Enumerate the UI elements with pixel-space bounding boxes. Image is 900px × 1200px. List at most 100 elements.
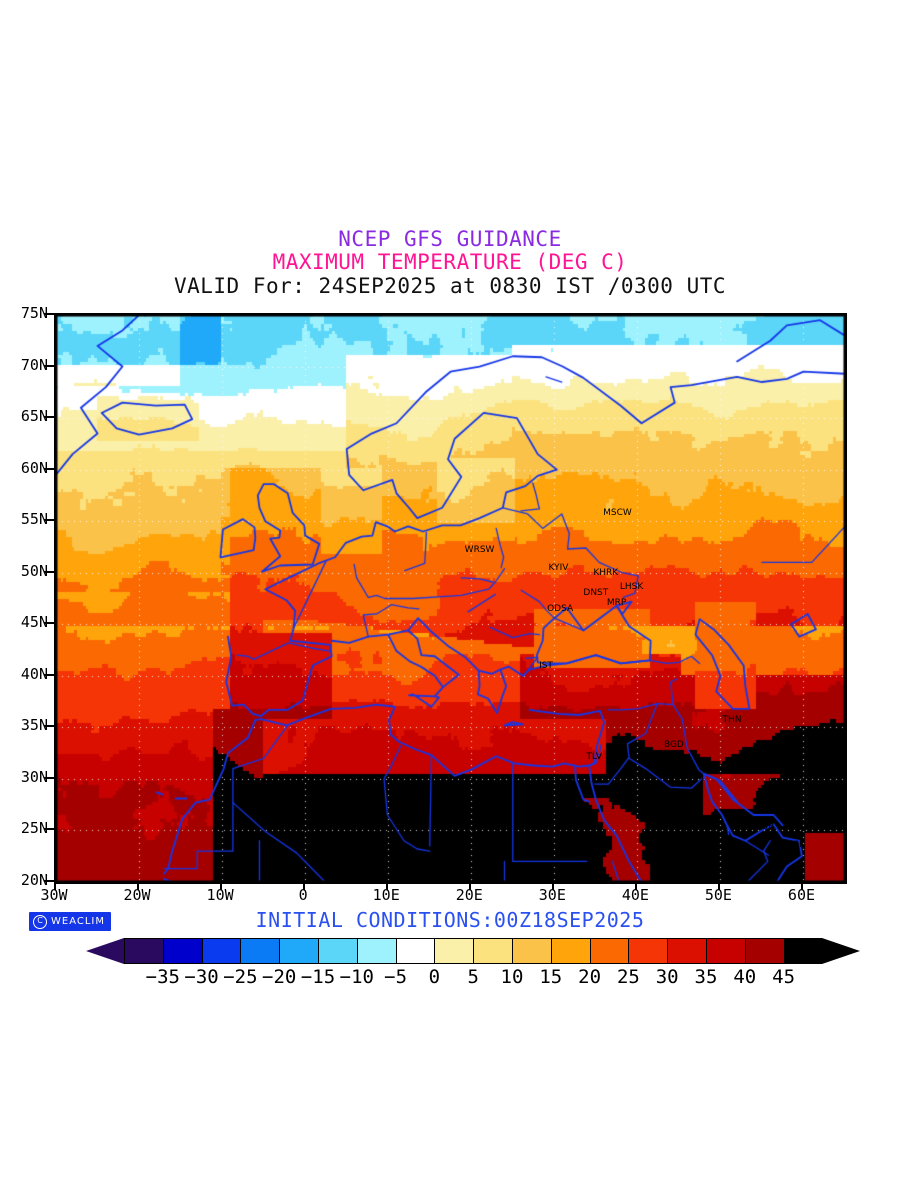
- city-label: MSCW: [603, 508, 632, 519]
- weaclim-logo: C WEACLIM: [29, 912, 112, 931]
- city-label: DNST: [583, 588, 609, 599]
- x-axis-label: 10W: [206, 886, 234, 904]
- y-axis-tick: [44, 467, 54, 470]
- y-axis-tick: [44, 313, 54, 315]
- colorbar-tick: 30: [655, 966, 679, 988]
- colorbar-tick: 45: [772, 966, 796, 988]
- x-axis-tick: [469, 882, 472, 890]
- colorbar-tick: −30: [184, 966, 219, 988]
- colorbar-max-arrow: [822, 938, 861, 964]
- colorbar-swatches: [124, 938, 823, 964]
- x-axis-label: 40E: [621, 886, 649, 904]
- y-axis-label: 30N: [20, 767, 48, 786]
- colorbar-tick-labels: −35 −30 −25 −20 −15 −10 −5 0 5 10 15 20 25 30 35 40 45: [0, 966, 900, 992]
- city-label: IST: [539, 660, 553, 671]
- colorbar-swatch: [667, 938, 706, 964]
- y-axis-tick: [44, 622, 54, 625]
- colorbar-swatch: [279, 938, 318, 964]
- colorbar: −35 −30 −25 −20 −15 −10 −5 0 5 10 15 20 25 30 35 40 45: [0, 938, 900, 998]
- y-axis-label: 75N: [20, 304, 48, 322]
- colorbar-tick: 15: [539, 966, 563, 988]
- colorbar-tick: 10: [500, 966, 524, 988]
- y-axis-tick: [44, 570, 54, 573]
- colorbar-tick: 20: [578, 966, 602, 988]
- colorbar-swatch: [473, 938, 512, 964]
- initial-conditions-caption: INITIAL CONDITIONS:00Z18SEP2025: [255, 908, 645, 932]
- y-axis-tick: [44, 519, 54, 522]
- y-axis-label: 45N: [20, 613, 48, 632]
- city-label: TLV: [586, 752, 603, 763]
- x-axis-label: 0: [298, 886, 308, 904]
- temperature-field-canvas: [56, 315, 845, 882]
- colorbar-swatch: [744, 938, 784, 964]
- colorbar-tick: −35: [145, 966, 180, 988]
- x-axis-tick: [801, 882, 804, 890]
- logo-label: WEACLIM: [51, 916, 106, 927]
- city-label: CRO: [554, 773, 575, 784]
- x-axis-tick: [54, 882, 56, 890]
- colorbar-swatch: [628, 938, 668, 964]
- y-axis-tick: [44, 828, 54, 831]
- x-axis-tick: [635, 882, 638, 890]
- colorbar-tick: −10: [339, 966, 374, 988]
- x-axis-tick: [137, 882, 140, 890]
- x-axis-label: 20E: [455, 886, 483, 904]
- colorbar-swatch: [550, 938, 590, 964]
- city-label: KYIV: [548, 563, 569, 574]
- colorbar-swatch: [434, 938, 474, 964]
- colorbar-swatch: [162, 938, 202, 964]
- colorbar-tick: 5: [467, 966, 479, 988]
- colorbar-tick: −20: [262, 966, 297, 988]
- x-axis-tick: [303, 882, 306, 890]
- city-label: DUB: [754, 822, 775, 833]
- y-axis-label: 65N: [20, 407, 48, 426]
- colorbar-tick: 25: [616, 966, 640, 988]
- colorbar-swatch: [317, 938, 357, 964]
- city-label: LHSK: [619, 582, 644, 593]
- colorbar-swatch: [124, 938, 163, 964]
- city-label: RYH: [684, 828, 702, 839]
- title-line-model: NCEP GFS GUIDANCE: [338, 227, 562, 251]
- y-axis-tick: [44, 416, 54, 419]
- y-axis-label: 35N: [20, 716, 48, 735]
- colorbar-swatch: [395, 938, 435, 964]
- colorbar-swatch: [783, 938, 823, 964]
- colorbar-tick: 35: [694, 966, 718, 988]
- city-label: THN: [722, 715, 742, 726]
- colorbar-tick: −15: [300, 966, 336, 988]
- x-axis-label: 30E: [538, 886, 566, 904]
- colorbar-swatch: [511, 938, 551, 964]
- colorbar-swatch: [201, 938, 241, 964]
- colorbar-swatch: [705, 938, 745, 964]
- x-axis-tick: [220, 882, 223, 890]
- title-line-parameter: MAXIMUM TEMPERATURE (DEG C): [272, 250, 628, 275]
- city-label: WRSW: [464, 544, 495, 555]
- city-label: KHRK: [593, 567, 619, 578]
- colorbar-swatch: [240, 938, 280, 964]
- city-label: BGD: [663, 739, 684, 750]
- map-plot-area[interactable]: MSCW WRSW KYIV KHRK LHSK DNST MRP ODSA IST THN BGD…: [54, 313, 847, 884]
- y-axis-tick: [44, 880, 54, 882]
- copyright-icon: C: [33, 914, 47, 929]
- colorbar-tick: 40: [733, 966, 757, 988]
- city-label: MNSK: [778, 839, 805, 850]
- x-axis-label: 50E: [704, 886, 732, 904]
- y-axis-label: 20N: [20, 871, 48, 889]
- x-axis-label: 10E: [372, 886, 400, 904]
- title-line-valid-time: VALID For: 24SEP2025 at 0830 IST /0300 U…: [173, 273, 726, 298]
- x-axis-label: 60E: [787, 886, 816, 904]
- x-axis-label: 30W: [40, 886, 68, 904]
- x-axis-tick: [718, 882, 721, 890]
- y-axis-tick: [44, 725, 54, 728]
- y-axis-label: 50N: [20, 561, 48, 580]
- colorbar-swatch: [589, 938, 629, 964]
- colorbar-tick: 0: [428, 966, 441, 988]
- x-axis-tick: [552, 882, 555, 890]
- colorbar-min-arrow: [86, 938, 124, 964]
- y-axis-tick: [44, 776, 54, 779]
- y-axis-label: 40N: [20, 664, 48, 683]
- chart-title-block: NCEP GFS GUIDANCE MAXIMUM TEMPERATURE (D…: [0, 228, 900, 297]
- y-axis-label: 70N: [20, 355, 48, 374]
- x-axis-label: 20W: [123, 886, 151, 904]
